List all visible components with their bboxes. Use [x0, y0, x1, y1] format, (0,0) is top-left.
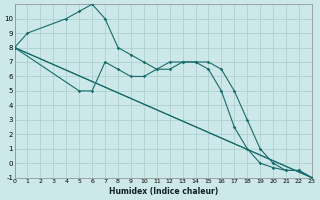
X-axis label: Humidex (Indice chaleur): Humidex (Indice chaleur) [108, 187, 218, 196]
